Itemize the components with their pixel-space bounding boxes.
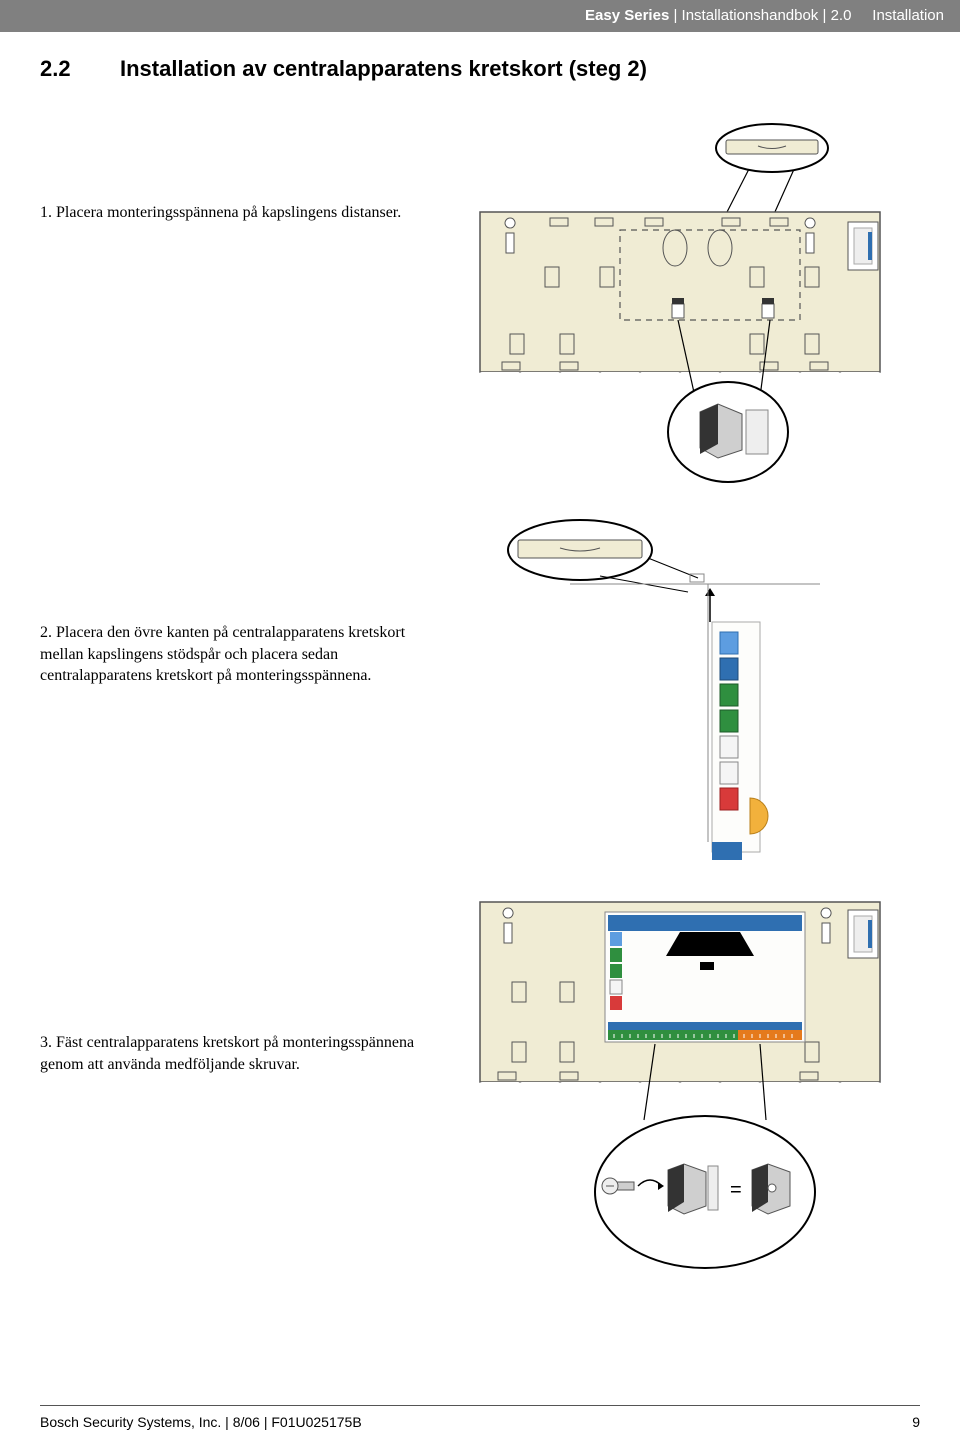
chapter-title: Installation (872, 7, 944, 24)
step1-top-detail-icon (716, 124, 828, 214)
step-3-body: Fäst centralapparatens kretskort på mont… (40, 1034, 414, 1073)
step-3-num: 3. (40, 1034, 52, 1051)
step-3-figure: = (440, 882, 920, 1282)
step-1-num: 1. (40, 204, 52, 221)
section-heading: Installation av centralapparatens kretsk… (120, 56, 647, 82)
step1-svg (450, 112, 910, 492)
step-1-figure (440, 112, 920, 492)
step-1-body: Placera monteringsspännena på kapslingen… (56, 204, 401, 221)
step2-board-icon (708, 584, 768, 860)
step3-svg: = (450, 882, 910, 1282)
footer-left: Bosch Security Systems, Inc. | 8/06 | F0… (40, 1414, 362, 1430)
section-title: 2.2 Installation av centralapparatens kr… (0, 32, 960, 82)
step-2-row: 2. Placera den övre kanten på centralapp… (40, 502, 920, 882)
series-name: Easy Series (585, 7, 669, 24)
step2-detail-icon (508, 520, 698, 592)
step-3-row: 3. Fäst centralapparatens kretskort på m… (40, 882, 920, 1282)
svg-text:=: = (730, 1179, 742, 1201)
step-2-figure (440, 502, 920, 882)
step-3-text: 3. Fäst centralapparatens kretskort på m… (40, 1032, 440, 1075)
step2-svg (450, 502, 910, 882)
book-name: Installationshandbok (682, 7, 819, 24)
step-1-text: 1. Placera monteringsspännena på kapslin… (40, 202, 440, 224)
step1-enclosure-icon (480, 212, 880, 379)
step-2-num: 2. (40, 624, 52, 641)
step-2-text: 2. Placera den övre kanten på centralapp… (40, 622, 440, 687)
chapter-num: 2.0 (831, 7, 852, 24)
step3-enclosure-icon (480, 902, 880, 1088)
step-1-row: 1. Placera monteringsspännena på kapslin… (40, 112, 920, 492)
section-number: 2.2 (40, 56, 120, 82)
step-2-body: Placera den övre kanten på centralappara… (40, 624, 405, 684)
page-footer: Bosch Security Systems, Inc. | 8/06 | F0… (40, 1405, 920, 1430)
footer-page-number: 9 (912, 1414, 920, 1430)
header-bar: Easy Series | Installationshandbok | 2.0… (0, 0, 960, 32)
